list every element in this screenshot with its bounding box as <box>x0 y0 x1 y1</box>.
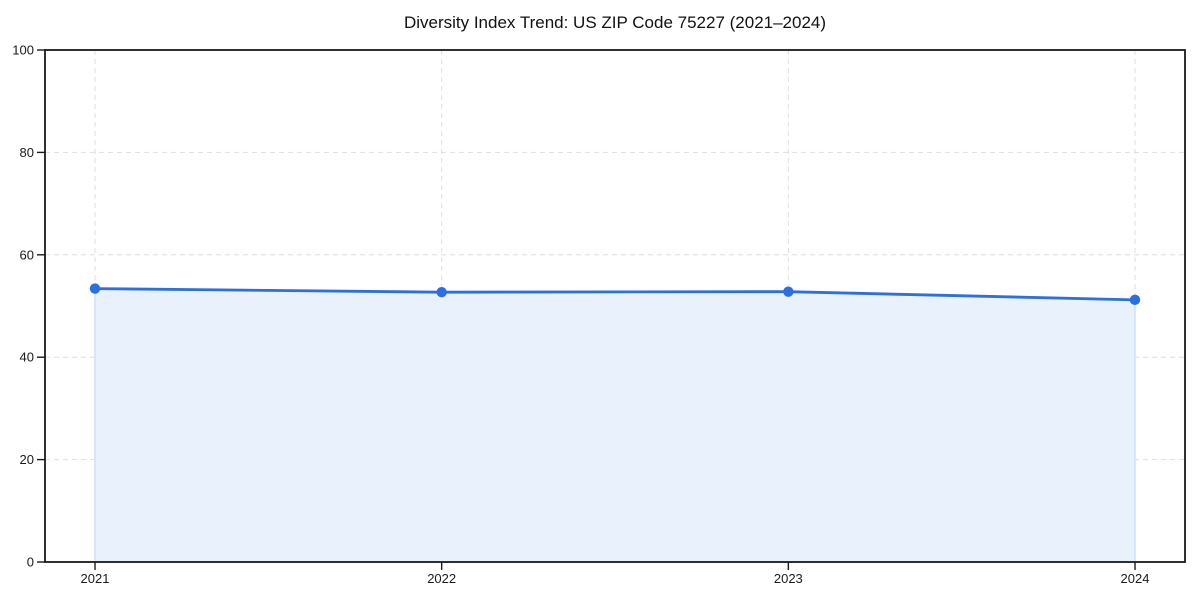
area-fill <box>94 287 1136 563</box>
data-point-2023 <box>783 286 794 297</box>
y-tick-label: 0 <box>27 555 34 570</box>
trend-line <box>93 287 1137 302</box>
y-tick-label: 60 <box>20 247 34 262</box>
y-tick-label: 100 <box>12 43 34 58</box>
data-point-2024 <box>1129 294 1141 306</box>
axis-tick-labels: 0 20 40 60 80 100 2021 2022 2023 2024 <box>12 43 1149 587</box>
data-point-2022 <box>436 286 447 298</box>
axis-ticks <box>37 49 1136 570</box>
y-tick-label: 80 <box>20 145 34 160</box>
series-line <box>93 287 1137 302</box>
x-tick-label: 2021 <box>81 571 110 586</box>
x-tick-label: 2022 <box>427 571 456 586</box>
series-area <box>94 287 1136 563</box>
data-point-2021 <box>89 283 101 294</box>
chart-title: Diversity Index Trend: US ZIP Code 75227… <box>404 13 826 32</box>
data-points <box>89 283 1141 306</box>
x-tick-label: 2024 <box>1121 571 1150 586</box>
y-tick-label: 40 <box>20 350 34 365</box>
y-tick-label: 20 <box>20 452 34 467</box>
plot-border <box>44 49 1186 563</box>
x-tick-label: 2023 <box>774 571 803 586</box>
